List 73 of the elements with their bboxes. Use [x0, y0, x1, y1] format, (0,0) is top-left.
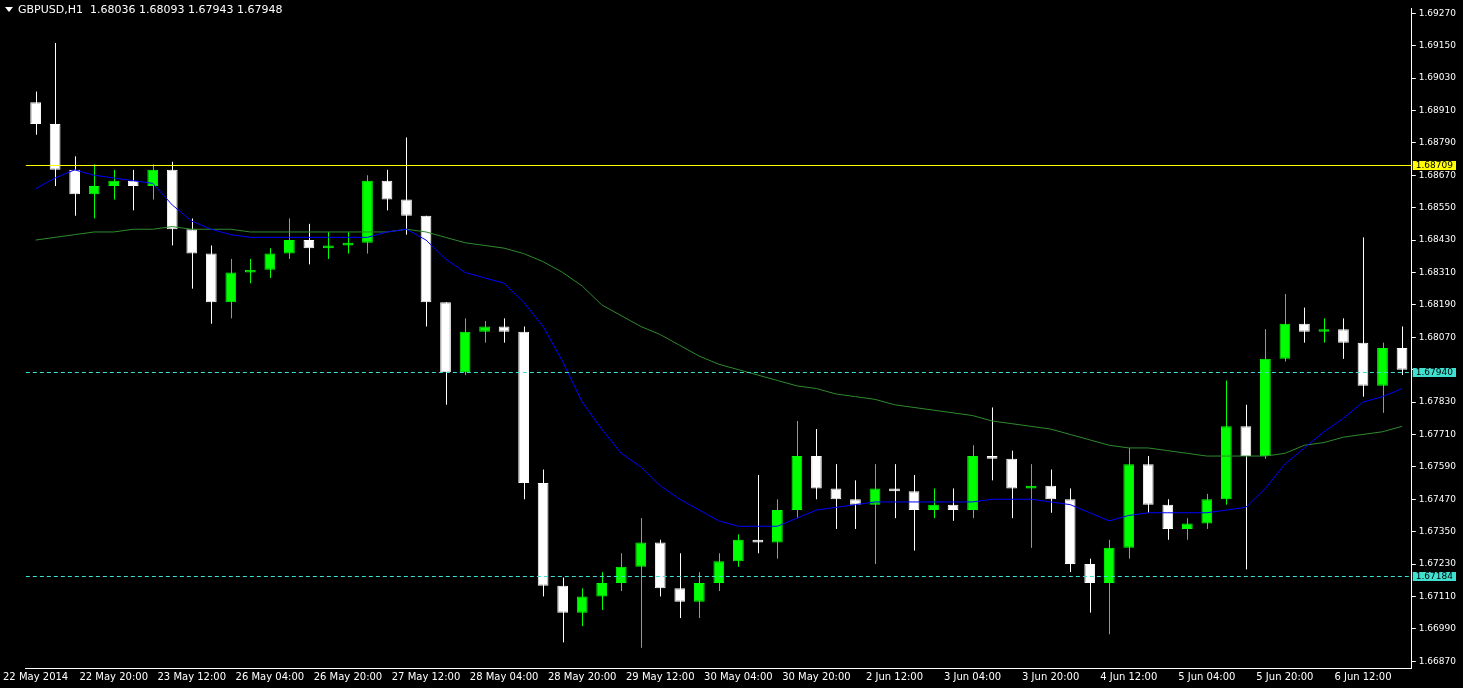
x-tick-label: 3 Jun 20:00	[1022, 670, 1080, 682]
x-tick-label: 30 May 20:00	[782, 670, 851, 682]
x-tick-label: 22 May 2014	[3, 670, 69, 682]
candlestick	[1201, 493, 1213, 530]
candlestick	[127, 169, 139, 211]
y-tick-label: 1.68910	[1418, 104, 1457, 115]
candlestick	[830, 463, 842, 530]
y-tick-label: 1.68790	[1418, 137, 1457, 148]
y-tick-label: 1.69030	[1418, 72, 1457, 83]
y-tick-label: 1.68190	[1418, 299, 1457, 310]
x-tick-label: 4 Jun 12:00	[1100, 670, 1158, 682]
y-tick-label: 1.67710	[1418, 428, 1457, 439]
candlestick	[381, 169, 393, 211]
x-tick-label: 29 May 12:00	[625, 670, 695, 682]
y-tick-label: 1.68670	[1418, 169, 1457, 180]
candlestick	[303, 223, 315, 265]
x-tick-label: 22 May 20:00	[79, 670, 148, 682]
candlestick	[1181, 517, 1193, 541]
x-tick-label: 5 Jun 04:00	[1178, 670, 1236, 682]
y-tick-label: 1.68550	[1418, 202, 1457, 212]
candlestick	[30, 91, 41, 136]
candlestick	[713, 552, 725, 592]
y-tick-label: 1.66990	[1418, 623, 1457, 634]
candlestick	[479, 320, 490, 344]
chart-title: GBPUSD,H1 1.68036 1.68093 1.67943 1.67948	[18, 3, 283, 16]
candlestick	[108, 169, 120, 201]
y-tick-label: 1.67590	[1418, 461, 1457, 472]
candlestick	[732, 533, 744, 568]
candlestick	[1299, 307, 1310, 344]
x-tick-label: 26 May 20:00	[313, 670, 383, 682]
y-tick-label: 1.68070	[1418, 331, 1457, 342]
candlestick	[674, 552, 686, 619]
ref-line-label: 1.67940	[1415, 366, 1454, 377]
candlestick	[69, 155, 81, 217]
y-tick-label: 1.67470	[1418, 493, 1457, 504]
ref-line-label: 1.67184	[1415, 570, 1454, 581]
candlestick	[986, 406, 998, 481]
x-tick-label: 23 May 12:00	[157, 670, 227, 682]
x-tick-label: 28 May 04:00	[469, 670, 539, 682]
candlestick	[1396, 325, 1408, 376]
candlestick	[186, 217, 198, 290]
y-tick-label: 1.67830	[1418, 396, 1457, 407]
x-tick-label: 27 May 12:00	[391, 670, 461, 682]
candlestick	[1162, 498, 1174, 541]
y-tick-label: 1.68430	[1418, 234, 1457, 245]
x-tick-label: 26 May 04:00	[235, 670, 305, 682]
ref-line-label: 1.68709	[1415, 159, 1454, 170]
candlestick	[1318, 317, 1330, 344]
y-tick-label: 1.69270	[1418, 7, 1457, 18]
y-tick-label: 1.66870	[1418, 655, 1457, 666]
candlestick	[498, 317, 510, 344]
candlestick	[928, 487, 939, 519]
y-tick-label: 1.67230	[1418, 558, 1457, 569]
x-tick-label: 28 May 20:00	[547, 670, 617, 682]
candlestick	[1045, 469, 1057, 514]
candlestick	[88, 163, 100, 219]
candlestick	[323, 231, 334, 260]
y-tick-label: 1.68310	[1418, 266, 1457, 277]
y-tick-label: 1.69150	[1418, 40, 1457, 50]
x-tick-label: 6 Jun 12:00	[1334, 670, 1392, 682]
y-tick-label: 1.67350	[1418, 526, 1457, 536]
candlestick	[850, 479, 861, 530]
candlestick	[1084, 558, 1096, 614]
candlestick	[635, 517, 647, 649]
x-tick-label: 2 Jun 12:00	[865, 670, 924, 682]
x-tick-label: 30 May 04:00	[704, 670, 773, 682]
candlestick	[693, 571, 705, 619]
x-tick-label: 5 Jun 20:00	[1256, 670, 1314, 682]
x-tick-label: 3 Jun 04:00	[943, 670, 1002, 682]
candlestick	[576, 587, 588, 627]
candlestick	[889, 463, 900, 519]
y-tick-label: 1.67110	[1418, 590, 1457, 601]
candlestick	[401, 136, 412, 236]
